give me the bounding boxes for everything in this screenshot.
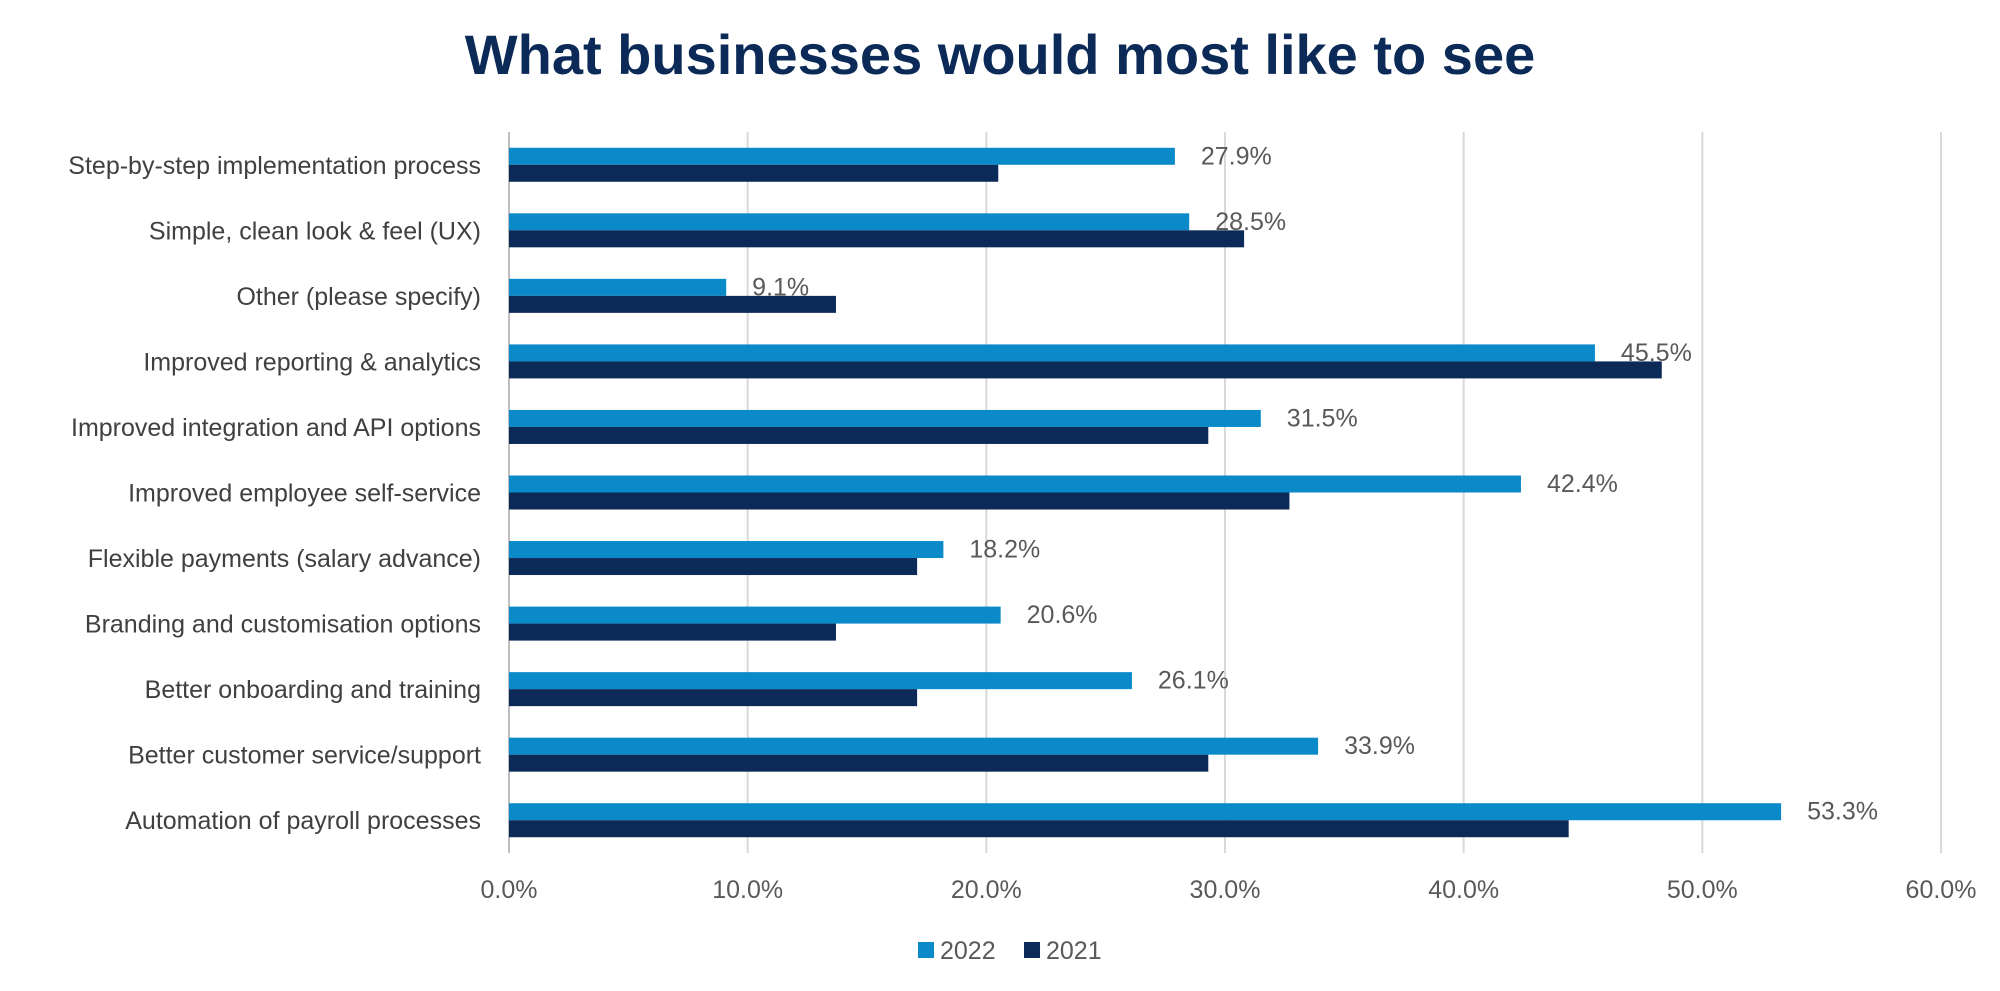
- x-tick-label: 50.0%: [1667, 876, 1738, 904]
- category-label: Better customer service/support: [128, 742, 481, 770]
- bar-2022: [509, 803, 1782, 821]
- legend-label: 2021: [1046, 937, 1102, 965]
- category-label: Branding and customisation options: [85, 611, 481, 639]
- data-label: 31.5%: [1287, 404, 1358, 432]
- x-tick-label: 40.0%: [1428, 876, 1499, 904]
- bar-2021: [509, 426, 1209, 444]
- labels: 0.0% 10.0% 20.0% 30.0% 40.0% 50.0% 60.0% Step-b…: [68, 142, 1976, 904]
- data-label: 18.2%: [969, 536, 1040, 564]
- bar-2021: [509, 492, 1290, 510]
- bar-2021: [509, 230, 1245, 248]
- bar-2021: [509, 295, 836, 313]
- bar-2022: [509, 409, 1261, 427]
- legend-swatch-2021: [1024, 942, 1040, 958]
- category-label: Better onboarding and training: [145, 676, 481, 704]
- category-label: Automation of payroll processes: [125, 807, 481, 835]
- bar-2021: [509, 820, 1569, 838]
- category-label: Simple, clean look & feel (UX): [149, 217, 481, 245]
- category-label: Improved reporting & analytics: [143, 348, 481, 376]
- category-label: Other (please specify): [236, 283, 481, 311]
- legend-swatch-2022: [918, 942, 934, 958]
- data-label: 9.1%: [752, 273, 809, 301]
- x-tick-label: 0.0%: [481, 876, 538, 904]
- data-label: 53.3%: [1807, 798, 1878, 826]
- legend-label: 2022: [940, 937, 996, 965]
- bar-2022: [509, 541, 944, 559]
- bar-2022: [509, 147, 1175, 165]
- bar-2021: [509, 754, 1209, 772]
- bar-2022: [509, 344, 1595, 362]
- category-label: Flexible payments (salary advance): [88, 545, 481, 573]
- bar-2022: [509, 672, 1132, 690]
- data-label: 27.9%: [1201, 142, 1272, 170]
- x-tick-label: 10.0%: [712, 876, 783, 904]
- bar-2021: [509, 689, 918, 707]
- x-tick-label: 30.0%: [1190, 876, 1261, 904]
- data-label: 33.9%: [1344, 732, 1415, 760]
- bar-2021: [509, 558, 918, 576]
- category-label: Improved integration and API options: [71, 414, 481, 442]
- category-label: Improved employee self-service: [128, 480, 481, 508]
- data-label: 20.6%: [1027, 601, 1098, 629]
- bar-2021: [509, 164, 999, 182]
- legend: 2022 2021: [918, 937, 1102, 965]
- data-label: 26.1%: [1158, 667, 1229, 695]
- bar-2021: [509, 361, 1662, 379]
- bar-2022: [509, 475, 1521, 493]
- bar-2021: [509, 623, 836, 641]
- bars: [509, 147, 1782, 838]
- data-label: 45.5%: [1621, 339, 1692, 367]
- x-tick-label: 20.0%: [951, 876, 1022, 904]
- data-label: 42.4%: [1547, 470, 1618, 498]
- bar-2022: [509, 213, 1190, 231]
- chart-title: What businesses would most like to see: [464, 23, 1536, 86]
- bar-2022: [509, 278, 727, 296]
- data-label: 28.5%: [1215, 208, 1286, 236]
- bar-2022: [509, 606, 1001, 624]
- bar-2022: [509, 737, 1319, 755]
- category-label: Step-by-step implementation process: [68, 152, 481, 180]
- x-tick-label: 60.0%: [1906, 876, 1977, 904]
